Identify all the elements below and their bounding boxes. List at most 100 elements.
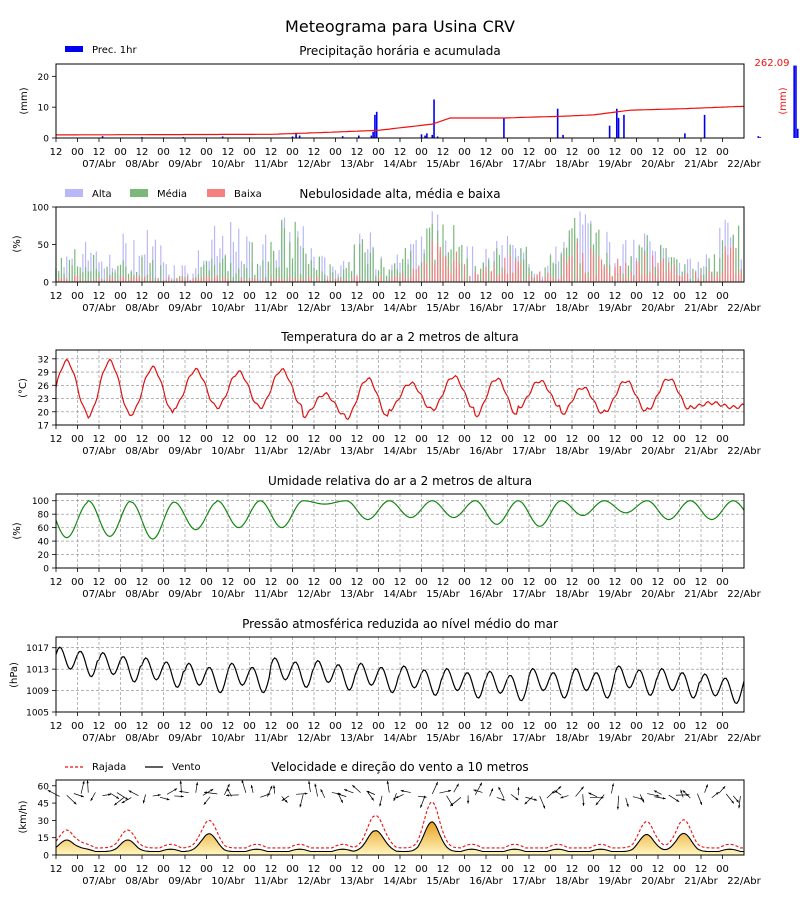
cloud-low-bar [275,277,277,282]
cloud-mid-bar [453,225,455,282]
cloud-low-bar [563,257,565,282]
x-tick-label: 00 [114,434,127,445]
x-tick-label: 00 [157,577,170,588]
x-tick-label: 00 [544,864,557,875]
x-tick-label: 12 [394,577,407,588]
cloud-high-bar [719,227,721,282]
cloud-low-bar [74,275,76,282]
x-tick-label: 12 [179,864,192,875]
cloud-high-bar [181,265,183,282]
x-tick-label: 00 [372,721,385,732]
cloud-low-bar [345,278,347,282]
day-label: 13/Abr [340,589,374,600]
wind-barb-head [479,782,482,786]
cloud-high-bar [399,262,401,282]
precip-bar [426,133,428,138]
cloud-high-bar [138,255,140,282]
day-label: 22/Abr [727,733,761,744]
x-tick-label: 12 [695,291,708,302]
cloud-low-bar [533,279,535,282]
x-tick-label: 00 [501,147,514,158]
cloud-mid-bar [152,259,154,282]
x-tick-label: 12 [265,721,278,732]
day-label: 15/Abr [426,446,460,457]
day-label: 12/Abr [297,589,331,600]
cloud-low-bar [713,278,716,282]
wind-barb-head [179,780,182,784]
wind-barb-head [473,789,477,792]
cloud-high-bar [82,253,84,282]
x-tick-label: 12 [222,577,235,588]
cloud-low-bar [630,271,632,282]
y-tick-label: 20 [38,551,50,561]
cloud-low-bar [689,280,691,282]
cloud-mid-bar [646,235,648,282]
wind-barb-head [595,802,599,806]
cloud-low-bar [68,280,71,282]
day-label: 10/Abr [211,589,245,600]
cloud-mid-bar [719,258,721,282]
cloud-high-bar [485,248,487,282]
cloud-mid-bar [87,271,89,282]
x-tick-label: 00 [716,291,729,302]
day-label: 09/Abr [168,159,202,170]
cloud-mid-bar [219,262,221,282]
cloud-low-bar [520,263,522,282]
temp-line [55,358,745,421]
wind-barb-head [125,797,129,800]
day-label: 15/Abr [426,159,460,170]
cloud-low-bar [458,263,460,282]
cloud-low-bar [144,276,146,282]
cloud-low-bar [256,278,259,282]
wind-barb-head [686,793,690,796]
cloud-mid-bar [383,267,385,282]
day-label: 10/Abr [211,446,245,457]
precip-bar [298,135,301,138]
cloud-mid-bar [670,257,673,282]
cloud-low-bar [606,265,608,282]
x-tick-label: 00 [673,721,686,732]
cloud-high-bar [415,239,417,282]
y-tick-label: 0 [43,135,49,145]
wind-barb-head [420,804,423,808]
cloud-mid-bar [404,247,406,282]
wind-barb-head [554,790,558,793]
x-tick-label: 12 [523,434,536,445]
cloud-mid-bar [310,260,312,282]
x-tick-label: 12 [351,721,364,732]
cloud-low-bar [641,274,643,282]
cloud-low-bar [95,280,97,282]
wind-barb-head [86,780,89,784]
y-tick-label: 1005 [26,709,49,719]
y-tick-label: 100 [32,497,49,507]
cloud-mid-bar [117,265,119,282]
day-label: 22/Abr [727,876,761,887]
cloud-low-bar [248,279,251,282]
hum-plot-frame [55,493,745,569]
x-tick-label: 00 [243,291,256,302]
cloud-high-bar [125,243,127,282]
cloud-low-bar [138,275,140,282]
x-tick-label: 00 [243,577,256,588]
cloud-mid-bar [297,237,299,282]
cloud-low-bar [625,262,627,282]
cloud-low-bar [377,278,380,282]
wind-barb-head [179,790,183,793]
day-label: 13/Abr [340,446,374,457]
cloud-low-bar [289,275,291,282]
cloud-mid-bar [211,258,213,282]
x-tick-label: 12 [308,864,321,875]
cloud-low-bar [324,280,326,282]
day-label: 11/Abr [254,159,288,170]
cloud-low-bar [122,276,124,282]
cloud-low-bar [568,257,570,282]
wind-barb-head [662,797,666,800]
day-label: 15/Abr [426,589,460,600]
cloud-mid-bar [286,267,288,282]
y-tick-label: 60 [38,782,50,792]
x-tick-label: 12 [480,577,493,588]
cloud-mid-bar [68,259,71,282]
cloud-mid-bar [213,264,216,282]
x-tick-label: 12 [308,721,321,732]
cloud-mid-bar [377,270,380,282]
